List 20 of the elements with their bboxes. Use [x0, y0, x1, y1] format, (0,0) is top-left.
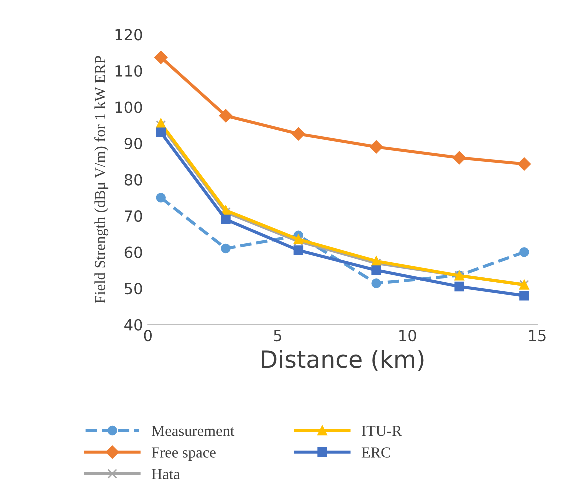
- y-axis-title: Field Strength (dBμ V/m) for 1 kW ERP: [94, 56, 109, 304]
- legend-label: ERC: [362, 448, 390, 458]
- y-tick-label: 90: [124, 138, 142, 150]
- legend-label: Hata: [152, 469, 180, 480]
- y-tick-label: 120: [116, 29, 142, 41]
- legend-label: Measurement: [152, 426, 235, 436]
- x-axis-title: Distance (km): [262, 350, 424, 372]
- legend-label: Free space: [152, 448, 216, 461]
- x-tick-label: 10: [400, 330, 416, 342]
- y-tick-label: 50: [125, 283, 142, 295]
- y-tick-label: 110: [116, 65, 142, 78]
- legend-label: ITU-R: [362, 426, 402, 436]
- y-tick-label: 40: [124, 319, 142, 331]
- x-tick-label: 5: [274, 330, 282, 342]
- y-tick-label: 100: [116, 102, 142, 114]
- y-tick-label: 60: [124, 246, 142, 258]
- y-tick-label: 80: [124, 174, 142, 186]
- y-tick-label: 70: [125, 210, 142, 222]
- x-tick-label: 15: [529, 330, 546, 342]
- x-tick-label: 0: [144, 330, 152, 342]
